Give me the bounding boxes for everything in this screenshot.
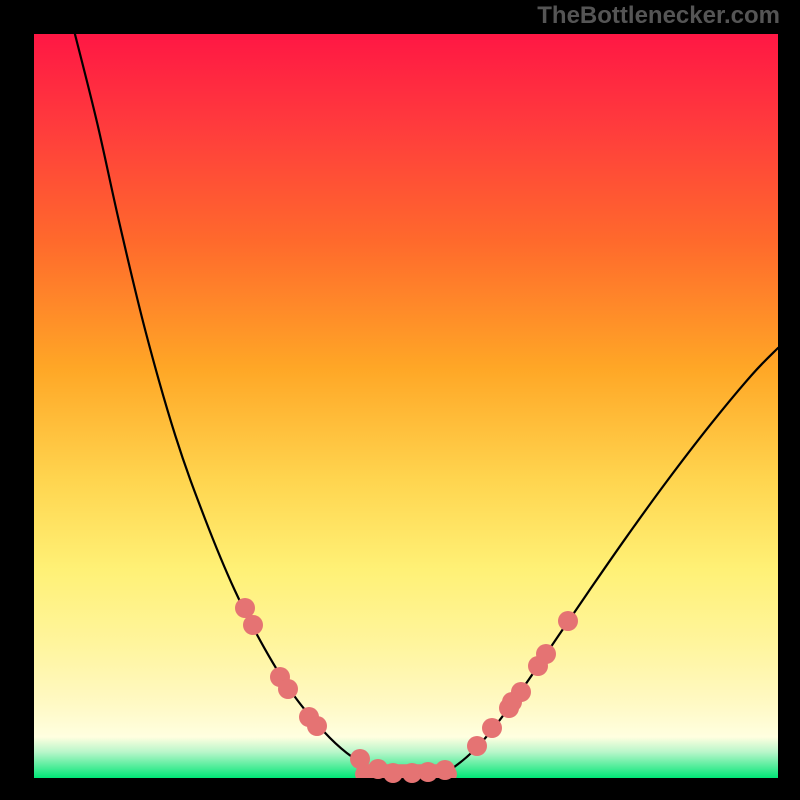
- watermark-text: TheBottlenecker.com: [537, 2, 780, 30]
- data-marker: [536, 644, 556, 664]
- data-marker: [558, 611, 578, 631]
- data-marker: [467, 736, 487, 756]
- data-marker: [511, 682, 531, 702]
- data-marker: [278, 679, 298, 699]
- data-marker: [350, 749, 370, 769]
- marker-layer: [34, 34, 778, 778]
- data-marker: [482, 718, 502, 738]
- data-marker: [307, 716, 327, 736]
- data-marker: [435, 760, 455, 780]
- plot-frame: [34, 34, 778, 778]
- data-marker: [243, 615, 263, 635]
- data-marker: [383, 763, 403, 783]
